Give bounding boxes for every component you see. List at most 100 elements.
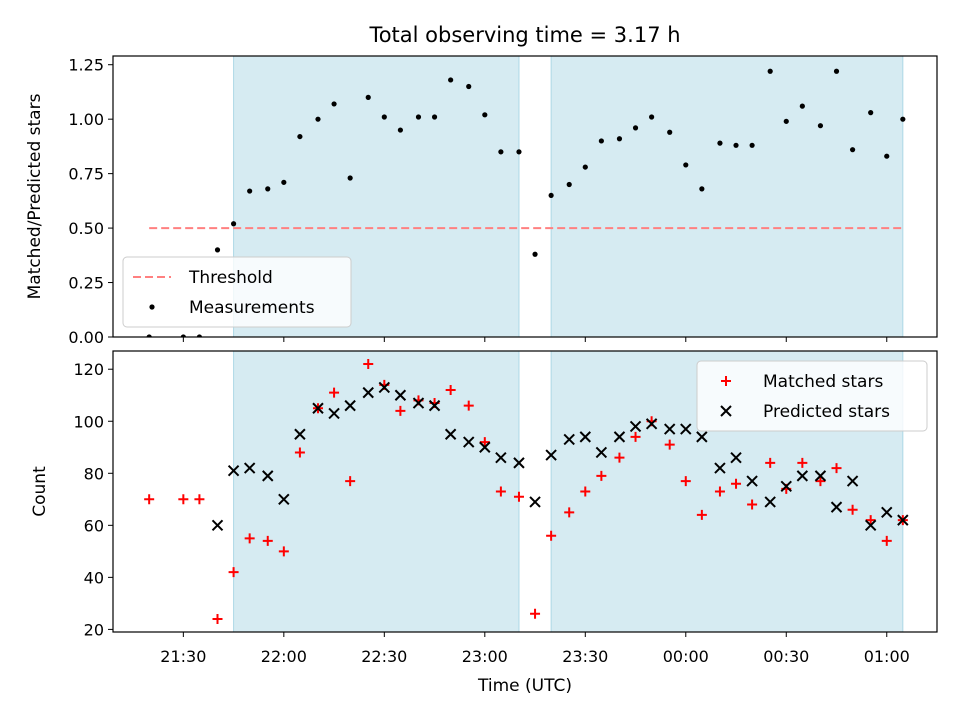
predicted-stars-point (495, 451, 507, 464)
measurements-point (598, 138, 604, 144)
measurements-point (365, 94, 371, 100)
matched-stars-point (614, 452, 625, 463)
predicted-stars-point (579, 431, 592, 443)
shaded-span-2 (550, 55, 904, 338)
predicted-stars-point (278, 493, 290, 506)
predicted-stars-point (529, 496, 541, 508)
matched-stars-point (546, 530, 557, 541)
matched-stars-point (747, 499, 758, 510)
y-axis-label: Count (30, 466, 50, 517)
x-tick-label: 21:30 (160, 647, 206, 666)
matched-stars-point (445, 385, 456, 396)
predicted-stars-point (262, 470, 274, 482)
measurements-point (699, 186, 705, 192)
predicted-stars-point (613, 431, 626, 443)
legend-label-threshold: Threshold (188, 268, 273, 288)
measurements-point (247, 188, 253, 194)
predicted-stars-point (746, 475, 758, 487)
y-tick-label: 60 (84, 516, 104, 535)
measurements-point (281, 179, 287, 185)
measurements-point (833, 68, 840, 74)
predicted-stars-point (479, 441, 491, 453)
predicted-stars-point (897, 514, 909, 526)
matched-stars-point (479, 437, 490, 448)
predicted-stars-point (680, 423, 692, 435)
x-tick-label: 00:30 (763, 647, 809, 666)
predicted-stars-point (312, 402, 324, 414)
measurements-point (884, 153, 890, 159)
plot-frame (112, 350, 938, 633)
measurements-point (849, 147, 856, 153)
matched-stars-point (513, 491, 524, 502)
legend: Matched stars Predicted stars (696, 360, 928, 432)
legend-label-matched-stars: Matched stars (763, 372, 883, 392)
measurements-point (868, 110, 874, 116)
top-panel-measurements-ratio: 0.00 0.25 0.50 0.75 1.00 1.25 Matched/Predicte… (25, 55, 938, 347)
predicted-stars-point (864, 519, 877, 532)
measurements-point (749, 142, 755, 148)
predicted-stars-point (796, 470, 809, 482)
matched-stars-point (865, 515, 876, 526)
measurements-point (683, 162, 689, 168)
measurements-point (196, 334, 203, 337)
predicted-stars-point (545, 449, 557, 461)
matched-stars-point (212, 613, 223, 624)
measurements-point (799, 103, 805, 109)
measurements-point (265, 186, 271, 192)
x-tick-label: 23:00 (462, 647, 508, 666)
predicted-stars-point (378, 381, 391, 394)
matched-stars-point (630, 431, 641, 442)
plot-frame (112, 55, 938, 338)
x-axis-label: Time (UTC) (477, 676, 572, 696)
y-tick-label: 40 (84, 568, 104, 587)
legend-swatch-predicted-stars (720, 405, 732, 417)
legend: Threshold Measurements (122, 256, 352, 328)
legend-swatch-measurements (149, 304, 155, 310)
matched-stars-point (580, 486, 591, 497)
matched-stars-point (144, 494, 155, 505)
predicted-stars-point (211, 519, 224, 532)
measurements-point (733, 142, 739, 148)
matched-stars-point (395, 405, 406, 416)
y-tick-label: 80 (84, 464, 104, 483)
measurements-point (180, 334, 186, 337)
chart-title: Total observing time = 3.17 h (368, 23, 680, 47)
measurements-point (783, 118, 789, 124)
measurements-point (532, 251, 538, 257)
measurements-point (415, 114, 422, 120)
predicted-stars-point (764, 496, 776, 508)
measurements-point (315, 116, 321, 122)
matched-stars-point (530, 608, 541, 619)
matched-stars-point (495, 486, 506, 497)
x-tick-label: 01:00 (864, 647, 910, 666)
matched-stars-point (696, 509, 707, 520)
y-tick-label: 0.50 (68, 219, 104, 238)
measurements-point (566, 181, 572, 188)
matched-stars-point (797, 457, 808, 468)
legend-box (696, 360, 928, 432)
measurements-point (297, 133, 303, 140)
matched-stars-point (463, 400, 474, 411)
predicted-stars-point (780, 480, 792, 493)
measurements-point (448, 77, 454, 83)
y-tick-label: 20 (84, 620, 104, 639)
predicted-stars-point (663, 423, 676, 435)
matched-stars-point (664, 439, 675, 450)
measurements-point (649, 114, 655, 120)
matched-stars-point (178, 494, 189, 505)
measurements-point (347, 175, 353, 181)
measurements-point (667, 129, 673, 135)
matched-stars-point (329, 387, 340, 398)
matched-stars-point (564, 507, 575, 518)
predicted-stars-point (696, 431, 708, 443)
predicted-stars-point (513, 457, 525, 469)
predicted-stars-point (328, 407, 340, 420)
matched-stars-point (262, 535, 273, 546)
predicted-stars-point (830, 501, 843, 513)
predicted-stars-point (881, 506, 893, 519)
measurements-point (516, 149, 522, 155)
matched-stars-point (881, 535, 892, 546)
predicted-stars-point (243, 462, 256, 474)
legend-swatch-matched-stars (721, 376, 731, 386)
predicted-stars-point (428, 399, 441, 412)
